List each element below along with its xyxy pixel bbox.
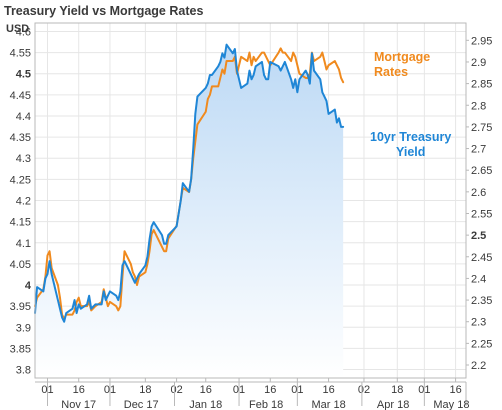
right-axis-tick-label: 2.7 — [471, 144, 486, 156]
left-axis-tick-label: 3.8 — [16, 365, 31, 377]
right-axis: 2.2 2.25 2.3 2.35 2.4 2.45 2.5 2.55 2.6 2.65 2.7 2.… — [466, 35, 492, 372]
right-axis-tick-label: 2.5 — [471, 230, 486, 242]
x-axis-day-label: 16 — [200, 384, 212, 396]
x-axis-day-label: 16 — [264, 384, 276, 396]
treasury-series-label: Yield — [396, 145, 425, 159]
mortgage-series-label: Rates — [374, 65, 408, 79]
right-axis-tick-label: 2.85 — [471, 79, 492, 91]
area-fill-layer — [35, 44, 344, 379]
left-axis-tick-label: 3.9 — [16, 322, 31, 334]
left-axis-tick-label: 4.3 — [16, 153, 31, 165]
right-axis-tick-label: 2.8 — [471, 100, 486, 112]
x-axis-day-label: 16 — [73, 384, 85, 396]
right-axis-tick-label: 2.25 — [471, 338, 492, 350]
x-axis-day-label: 16 — [449, 384, 461, 396]
left-axis-unit-label: USD — [6, 23, 29, 35]
left-axis-tick-label: 4.5 — [16, 69, 31, 81]
left-axis-tick-label: 4.2 — [16, 196, 31, 208]
right-axis-tick-label: 2.2 — [471, 360, 486, 372]
chart-title: Treasury Yield vs Mortgage Rates — [4, 4, 203, 18]
treasury-area-fill — [35, 44, 344, 379]
series-lines — [34, 43, 345, 323]
left-axis: 3.8 3.85 3.9 3.95 4 4.05 4.1 4.15 4.2 4.25 4.3 4.35… — [10, 26, 32, 376]
right-axis-tick-label: 2.6 — [471, 187, 486, 199]
right-axis-tick-label: 2.55 — [471, 208, 492, 220]
right-axis-tick-label: 2.45 — [471, 252, 492, 264]
right-axis-tick-label: 2.75 — [471, 122, 492, 134]
x-axis-month-label: Dec 17 — [124, 399, 159, 410]
right-axis-tick-label: 2.35 — [471, 295, 492, 307]
right-axis-tick-label: 2.95 — [471, 35, 492, 47]
plot-frame — [34, 22, 467, 379]
x-axis-day-label: 18 — [139, 384, 151, 396]
left-axis-tick-label: 4.4 — [16, 111, 31, 123]
left-axis-tick-label: 4.25 — [10, 174, 31, 186]
left-axis-tick-label: 4.45 — [10, 90, 31, 102]
left-axis-tick-label: 3.85 — [10, 343, 31, 355]
x-axis-month-label: Mar 18 — [311, 399, 345, 410]
x-axis-month-label: Apr 18 — [377, 399, 409, 410]
right-axis-tick-label: 2.3 — [471, 317, 486, 329]
x-axis-month-label: May 18 — [433, 399, 469, 410]
x-axis-day-label: 02 — [170, 384, 182, 396]
x-axis-day-label: 18 — [391, 384, 403, 396]
left-axis-tick-label: 4.6 — [16, 26, 31, 38]
left-axis-tick-label: 4.05 — [10, 259, 31, 271]
treasury-yield-line — [34, 43, 345, 323]
mortgage-series-label: Mortgage — [374, 50, 430, 64]
right-axis-tick-label: 2.65 — [471, 165, 492, 177]
left-axis-tick-label: 4 — [25, 280, 32, 292]
left-axis-tick-label: 4.1 — [16, 238, 31, 250]
left-axis-tick-label: 4.55 — [10, 48, 31, 60]
x-axis-month-label: Feb 18 — [249, 399, 283, 410]
right-axis-tick-label: 2.9 — [471, 57, 486, 69]
x-axis-day-label: 02 — [358, 384, 370, 396]
left-axis-tick-label: 3.95 — [10, 301, 31, 313]
right-axis-tick-label: 2.4 — [471, 273, 486, 285]
x-axis-day-label: 16 — [322, 384, 334, 396]
left-axis-tick-label: 4.35 — [10, 132, 31, 144]
treasury-series-label: 10yr Treasury — [370, 130, 451, 144]
left-axis-tick-label: 4.15 — [10, 217, 31, 229]
x-axis-month-label: Nov 17 — [61, 399, 96, 410]
x-axis-month-label: Jan 18 — [189, 399, 222, 410]
